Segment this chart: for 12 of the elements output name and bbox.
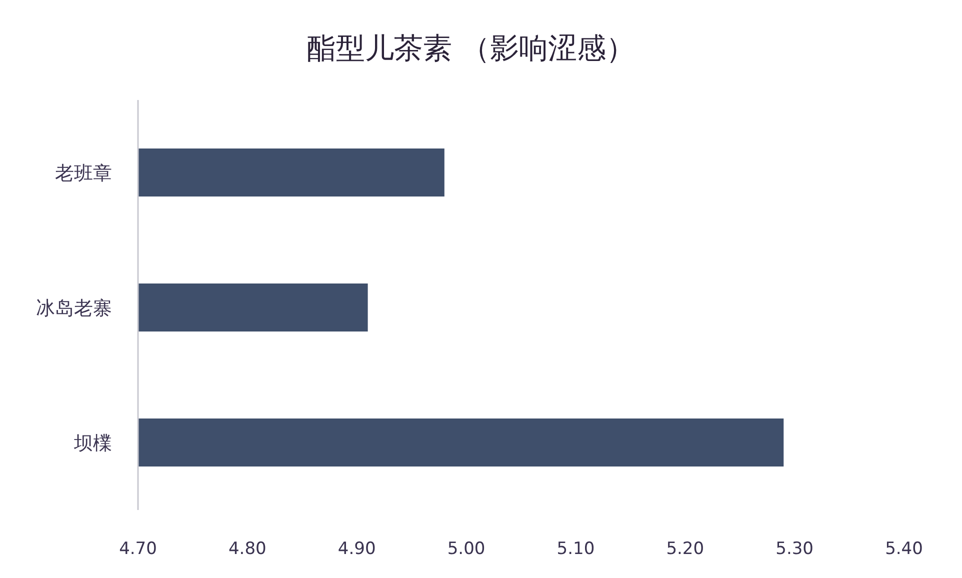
- x-tick-label: 5.20: [666, 539, 704, 559]
- x-tick-label: 4.90: [338, 539, 376, 559]
- x-tick-label: 5.00: [447, 539, 486, 559]
- x-tick-label: 5.10: [556, 539, 595, 559]
- x-tick-label: 4.80: [228, 539, 266, 559]
- chart-title: 酯型儿茶素 （影响涩感）: [306, 31, 636, 65]
- x-tick-label: 4.70: [119, 539, 157, 559]
- y-tick-label: 坝檏: [73, 432, 112, 454]
- y-tick-label: 冰岛老寨: [36, 298, 112, 320]
- x-tick-label: 5.30: [776, 539, 814, 559]
- x-tick-label: 5.40: [885, 539, 923, 559]
- y-tick-label: 老班章: [55, 162, 112, 184]
